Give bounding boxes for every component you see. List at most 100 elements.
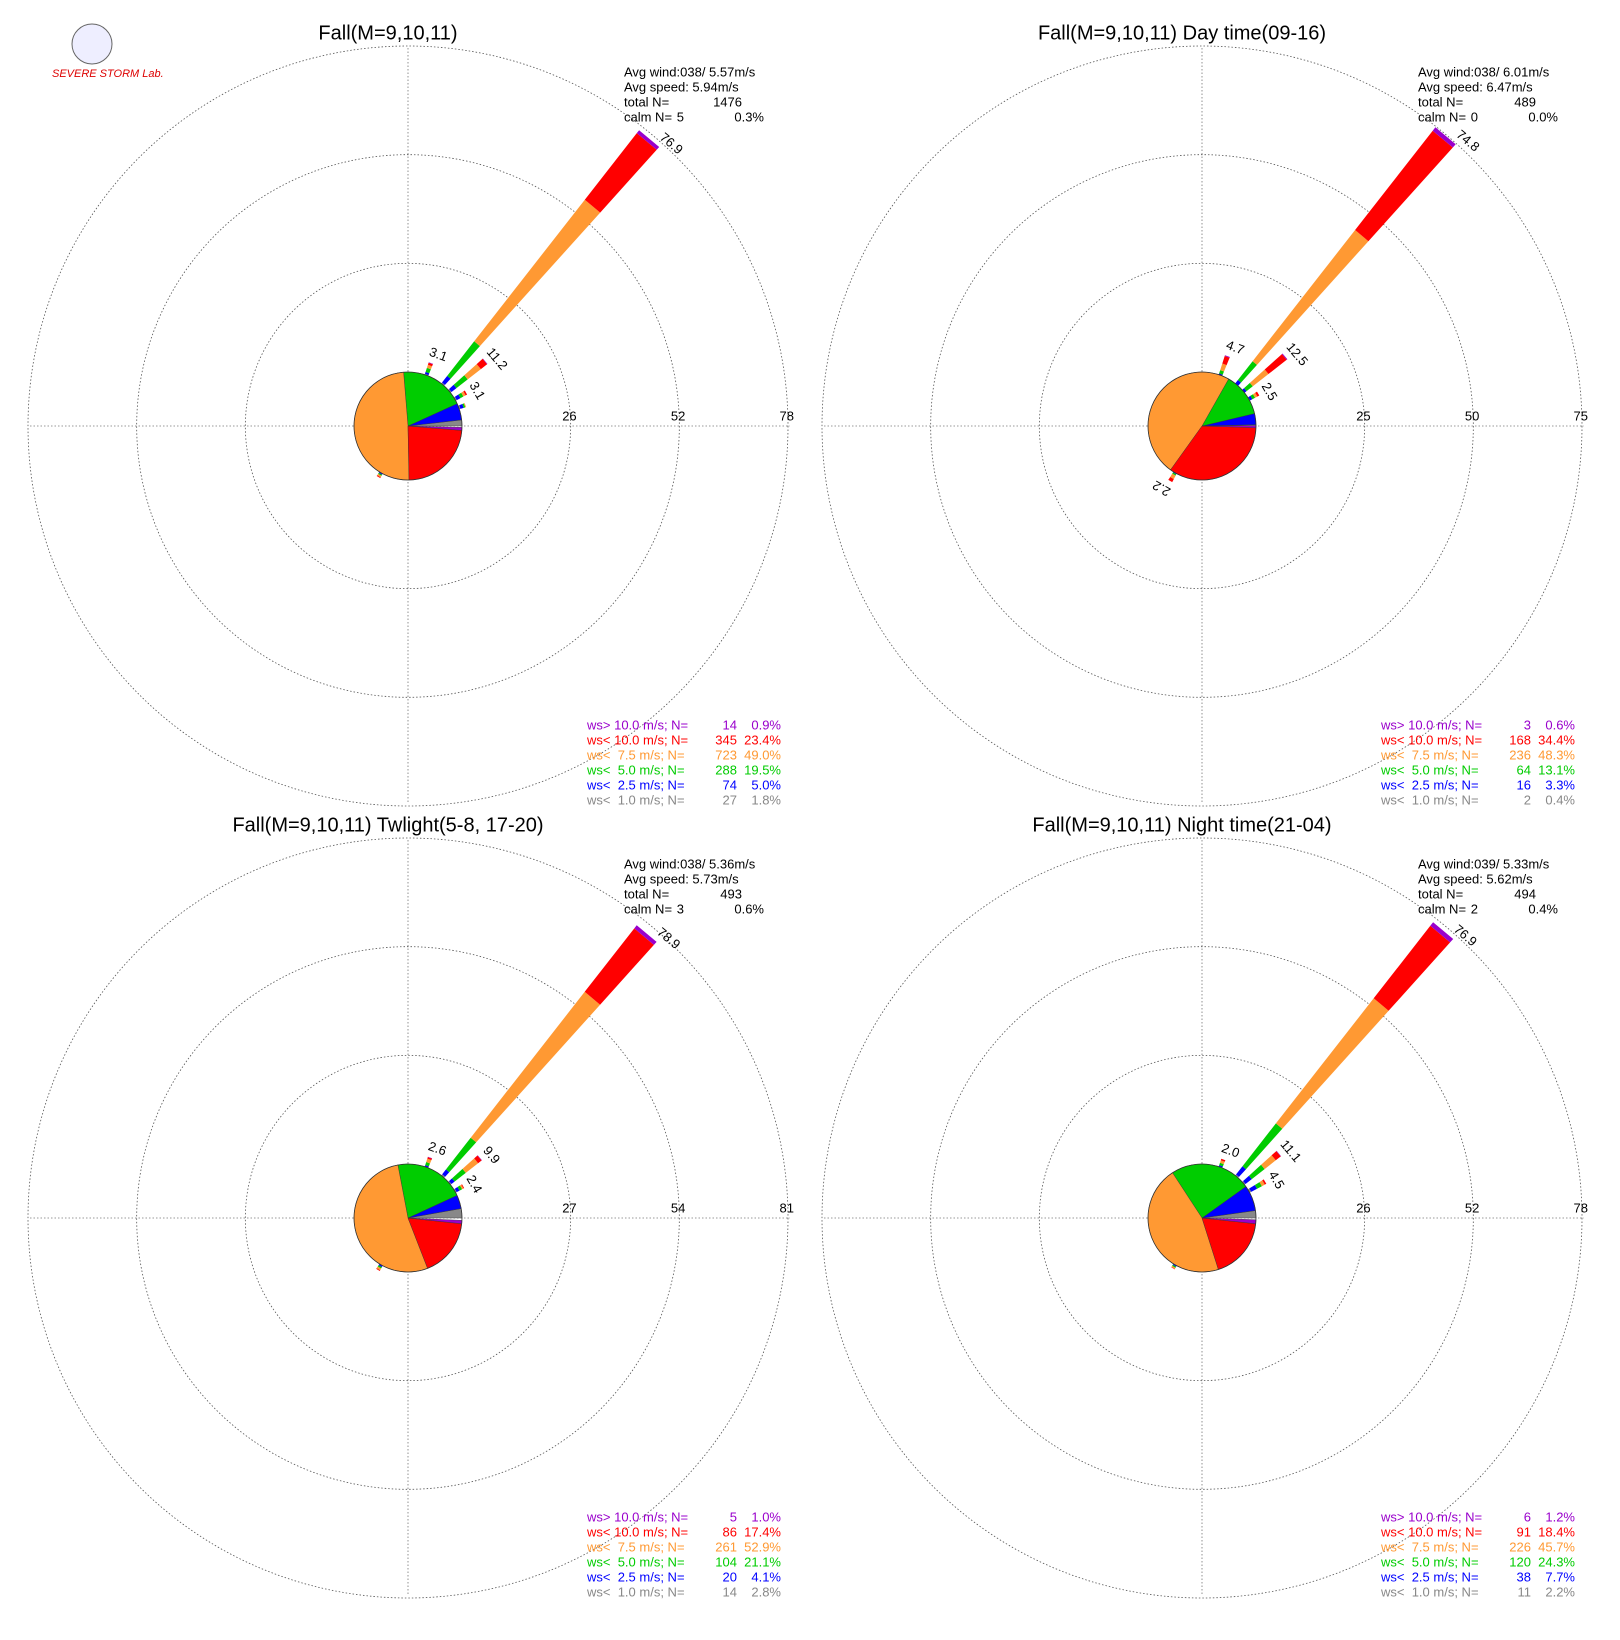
legend-label: ws< 10.0 m/s; N= xyxy=(1380,732,1482,747)
spike-segment xyxy=(1242,1181,1246,1185)
spike-segment xyxy=(425,367,431,374)
spike-segment xyxy=(1247,1188,1252,1193)
ring xyxy=(930,154,1474,698)
spike-segment xyxy=(1275,998,1389,1129)
spike-segment xyxy=(1261,1155,1276,1170)
stat-total-n: 1476 xyxy=(713,94,742,109)
spike-segment xyxy=(461,391,466,397)
spike-segment xyxy=(463,403,467,408)
legend-percent: 23.4% xyxy=(744,732,781,747)
panel-title: Fall(M=9,10,11) Twlight(5-8, 17-20) xyxy=(232,814,543,836)
legend-percent: 24.3% xyxy=(1538,1554,1575,1569)
legend-label: ws> 10.0 m/s; N= xyxy=(586,717,688,732)
stat-calm-n: 5 xyxy=(677,109,684,124)
ring-label: 78 xyxy=(780,408,794,423)
legend-count: 288 xyxy=(715,762,737,777)
spike-segment xyxy=(378,472,383,475)
pie-outline xyxy=(353,1163,463,1273)
legend-percent: 1.0% xyxy=(751,1509,781,1524)
stat-avg-speed: Avg speed: 5.94m/s xyxy=(624,79,739,94)
spike-label: 2.6 xyxy=(426,1138,448,1158)
legend-label: ws< 10.0 m/s; N= xyxy=(586,1524,688,1539)
spike-segment xyxy=(1254,1182,1262,1189)
legend-count: 27 xyxy=(723,792,737,807)
legend-count: 91 xyxy=(1517,1524,1531,1539)
spike-segment xyxy=(1242,1123,1283,1170)
spike-label: 3.1 xyxy=(427,344,449,364)
legend-percent: 4.1% xyxy=(751,1569,781,1584)
wind-rose-panel: 26 52 78 Fall(M=9,10,11) Avg wind:038/ 5.57m… xyxy=(27,22,794,807)
spike-segment xyxy=(1355,130,1453,242)
legend-label: ws< 5.0 m/s; N= xyxy=(586,762,685,777)
spike-segment xyxy=(426,364,433,370)
pie-outline xyxy=(1147,1163,1257,1273)
stat-calm-pct: 0.6% xyxy=(734,901,764,916)
spike-segment xyxy=(1222,356,1230,366)
spike-segment xyxy=(482,358,488,365)
legend-label: ws< 7.5 m/s; N= xyxy=(586,1539,685,1554)
legend-label: ws> 10.0 m/s; N= xyxy=(1380,717,1482,732)
spike-segment xyxy=(449,384,457,392)
legend-count: 14 xyxy=(723,1584,737,1599)
spike-segment xyxy=(453,375,468,389)
spike-segment xyxy=(462,403,466,408)
spike-segment xyxy=(1171,1267,1175,1270)
legend-percent: 0.9% xyxy=(751,717,781,732)
spike-segment xyxy=(1432,127,1456,148)
spike-segment xyxy=(447,341,480,379)
legend-count: 261 xyxy=(715,1539,737,1554)
spike-segment xyxy=(1171,1265,1176,1269)
spike-segment xyxy=(1249,369,1269,387)
legend-percent: 3.3% xyxy=(1545,777,1575,792)
spike-segment xyxy=(1271,1151,1281,1161)
legend-label: ws< 2.5 m/s; N= xyxy=(1380,777,1479,792)
spike-segment xyxy=(427,1156,433,1159)
legend-label: ws< 2.5 m/s; N= xyxy=(586,1569,685,1584)
spike-segment xyxy=(584,133,657,213)
spike-segment xyxy=(449,1178,455,1184)
spike-segment xyxy=(442,375,451,385)
spike-segment xyxy=(1218,1165,1223,1168)
legend-label: ws< 1.0 m/s; N= xyxy=(586,1584,685,1599)
ring-label: 26 xyxy=(1356,1200,1370,1215)
spike-label: 11.2 xyxy=(484,344,511,372)
spike-label: 76.9 xyxy=(1451,921,1480,949)
stat-total-label: total N= xyxy=(624,94,669,109)
spike-segment xyxy=(1219,1162,1224,1167)
spike-segment xyxy=(446,1137,477,1173)
legend-count: 104 xyxy=(715,1554,737,1569)
spike-segment xyxy=(470,991,601,1143)
spike-segment xyxy=(428,362,434,365)
legend-percent: 48.3% xyxy=(1538,747,1575,762)
ring xyxy=(930,946,1474,1490)
spike-segment xyxy=(636,130,660,150)
spike-label: 2.4 xyxy=(464,1172,486,1195)
legend-count: 168 xyxy=(1509,732,1531,747)
legend-percent: 13.1% xyxy=(1538,762,1575,777)
legend-percent: 17.4% xyxy=(744,1524,781,1539)
legend-count: 38 xyxy=(1517,1569,1531,1584)
legend-percent: 18.4% xyxy=(1538,1524,1575,1539)
legend-label: ws< 5.0 m/s; N= xyxy=(1380,762,1479,777)
legend-count: 236 xyxy=(1509,747,1531,762)
spike-segment xyxy=(1236,1166,1246,1177)
spike-segment xyxy=(1243,1175,1252,1184)
legend-label: ws< 5.0 m/s; N= xyxy=(1380,1554,1479,1569)
legend-label: ws< 1.0 m/s; N= xyxy=(1380,1584,1479,1599)
spike-segment xyxy=(427,362,433,367)
spike-segment xyxy=(376,475,381,479)
legend-percent: 49.0% xyxy=(744,747,781,762)
legend-label: ws< 1.0 m/s; N= xyxy=(586,792,685,807)
legend-count: 20 xyxy=(723,1569,737,1584)
spike-segment xyxy=(424,371,430,376)
wind-rose-panel: 25 50 75 Fall(M=9,10,11) Day time(09-16) Avg… xyxy=(821,22,1588,807)
spike-segment xyxy=(1172,472,1177,476)
stat-total-label: total N= xyxy=(624,886,669,901)
spike-segment xyxy=(634,925,657,945)
spike-label: 78.9 xyxy=(654,924,683,952)
spike-segment xyxy=(1220,1158,1226,1162)
stat-avg-wind: Avg wind:038/ 5.57m/s xyxy=(624,64,756,79)
spike-segment xyxy=(1170,473,1176,480)
spike-segment xyxy=(464,364,481,380)
spike-segment xyxy=(1224,355,1230,358)
